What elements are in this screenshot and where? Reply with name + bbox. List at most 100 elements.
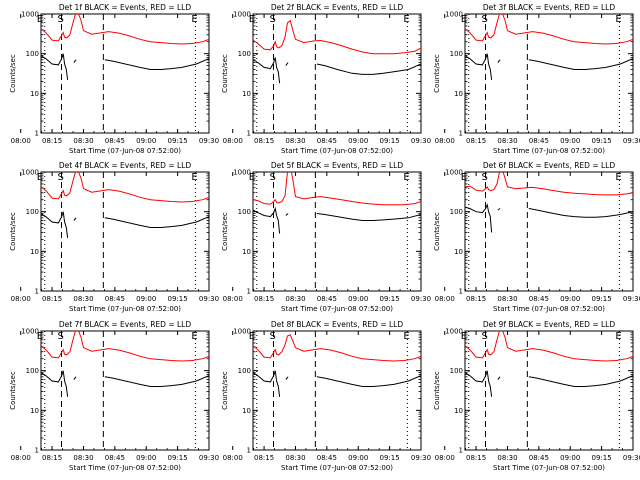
y-tick-label: 10 [242, 248, 251, 256]
y-axis-label: Counts/sec [221, 54, 229, 93]
x-tick-label: 09:30 [411, 295, 431, 303]
x-tick-label: 08:45 [105, 454, 125, 462]
y-tick-label: 1 [247, 130, 251, 138]
x-tick-label: 09:30 [623, 295, 640, 303]
marker-e-end: E [191, 331, 197, 342]
plot-frame [252, 330, 422, 451]
marker-e-start: E [249, 14, 255, 25]
plot-frame [252, 171, 422, 292]
lld-series-line [253, 172, 421, 206]
y-tick-label: 1 [35, 447, 39, 455]
x-tick-label: 08:30 [285, 295, 305, 303]
y-tick-label: 10 [30, 90, 39, 98]
x-tick-label: 08:15 [466, 454, 486, 462]
x-axis-label: Start Time (07-Jun-08 07:52:00) [69, 305, 181, 313]
x-tick-label: 09:30 [623, 137, 640, 145]
x-tick-label: 08:45 [317, 454, 337, 462]
marker-e-start: E [37, 331, 43, 342]
x-tick-label: 09:15 [168, 454, 188, 462]
y-axis-label: Counts/sec [433, 54, 441, 93]
events-series-line [41, 211, 209, 238]
x-tick-label: 08:45 [529, 454, 549, 462]
lld-series-line [253, 334, 421, 362]
marker-e-end: E [191, 172, 197, 183]
y-tick-label: 1 [459, 447, 463, 455]
marker-s: S [482, 172, 488, 183]
panel-title: Det 6f BLACK = Events, RED = LLD [483, 161, 616, 170]
x-tick-label: 08:30 [285, 137, 305, 145]
x-tick-label: 08:30 [73, 295, 93, 303]
detector-panel: Det 7f BLACK = Events, RED = LLD Counts/s… [9, 320, 219, 472]
y-tick-label: 100 [450, 367, 463, 375]
lld-series-line [465, 331, 633, 362]
x-tick-label: 09:00 [348, 295, 368, 303]
x-tick-label: 09:15 [592, 137, 612, 145]
x-tick-label: 08:30 [285, 454, 305, 462]
plot-frame [40, 171, 210, 292]
events-series-line [41, 370, 209, 397]
marker-e-end: E [615, 172, 621, 183]
marker-e-start: E [37, 172, 43, 183]
x-tick-label: 08:30 [497, 295, 517, 303]
events-series-line [465, 202, 633, 233]
x-axis-label: Start Time (07-Jun-08 07:52:00) [493, 464, 605, 472]
x-tick-label: 08:00 [435, 137, 455, 145]
marker-e-end: E [403, 14, 409, 25]
marker-s: S [58, 172, 64, 183]
events-series-line [465, 53, 633, 80]
detector-panel: Det 5f BLACK = Events, RED = LLD Counts/s… [221, 161, 431, 313]
panel-title: Det 5f BLACK = Events, RED = LLD [271, 161, 404, 170]
x-tick-label: 09:00 [560, 454, 580, 462]
x-tick-label: 09:00 [136, 295, 156, 303]
detector-panel: Det 9f BLACK = Events, RED = LLD Counts/s… [433, 320, 640, 472]
panel-title: Det 2f BLACK = Events, RED = LLD [271, 3, 404, 12]
x-tick-label: 09:00 [560, 295, 580, 303]
x-tick-label: 08:00 [223, 137, 243, 145]
marker-e-start: E [249, 331, 255, 342]
events-series-line [253, 370, 421, 397]
y-tick-label: 1000 [445, 328, 463, 336]
panel-title: Det 7f BLACK = Events, RED = LLD [59, 320, 192, 329]
panel-title: Det 3f BLACK = Events, RED = LLD [483, 3, 616, 12]
x-tick-label: 08:30 [497, 137, 517, 145]
y-axis-label: Counts/sec [9, 212, 17, 251]
y-axis-label: Counts/sec [433, 212, 441, 251]
panel-title: Det 4f BLACK = Events, RED = LLD [59, 161, 192, 170]
x-tick-label: 09:00 [136, 137, 156, 145]
x-tick-label: 09:30 [623, 454, 640, 462]
y-tick-label: 1 [35, 288, 39, 296]
x-tick-label: 08:15 [254, 454, 274, 462]
x-axis-label: Start Time (07-Jun-08 07:52:00) [281, 305, 393, 313]
y-tick-label: 10 [454, 407, 463, 415]
y-tick-label: 1000 [233, 169, 251, 177]
y-tick-label: 1000 [21, 328, 39, 336]
x-tick-label: 08:45 [317, 295, 337, 303]
y-axis-label: Counts/sec [9, 54, 17, 93]
x-tick-label: 09:00 [136, 454, 156, 462]
marker-e-end: E [403, 331, 409, 342]
y-tick-label: 1 [247, 447, 251, 455]
x-tick-label: 09:15 [168, 137, 188, 145]
x-tick-label: 08:45 [529, 137, 549, 145]
x-axis-label: Start Time (07-Jun-08 07:52:00) [281, 147, 393, 155]
y-tick-label: 100 [238, 50, 251, 58]
y-tick-label: 1 [247, 288, 251, 296]
y-tick-label: 100 [450, 50, 463, 58]
marker-s: S [58, 14, 64, 25]
x-tick-label: 08:00 [435, 454, 455, 462]
y-tick-label: 100 [450, 208, 463, 216]
x-tick-label: 08:00 [223, 295, 243, 303]
x-tick-label: 08:30 [497, 454, 517, 462]
lld-series-line [465, 14, 633, 45]
x-tick-label: 08:30 [73, 454, 93, 462]
marker-e-end: E [615, 331, 621, 342]
x-axis-label: Start Time (07-Jun-08 07:52:00) [493, 147, 605, 155]
x-tick-label: 09:15 [380, 137, 400, 145]
y-tick-label: 10 [242, 90, 251, 98]
marker-e-end: E [191, 14, 197, 25]
lld-series-line [41, 172, 209, 203]
lld-series-line [41, 14, 209, 45]
x-tick-label: 08:00 [11, 454, 31, 462]
marker-e-start: E [461, 172, 467, 183]
